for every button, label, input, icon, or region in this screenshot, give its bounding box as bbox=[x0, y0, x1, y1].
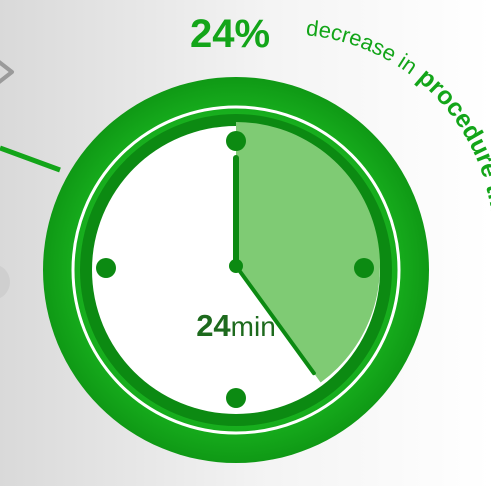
headline-percent: 24% bbox=[190, 12, 270, 56]
clock-minutes-unit: min bbox=[231, 311, 276, 342]
clock-hand-elapsed bbox=[234, 264, 316, 376]
clock-marker-9 bbox=[96, 258, 116, 278]
connector-line bbox=[0, 145, 61, 173]
clock-marker-6 bbox=[226, 388, 246, 408]
clock-center-pin bbox=[229, 259, 243, 273]
clock-marker-3 bbox=[354, 258, 374, 278]
clock-center-label: 24min bbox=[196, 308, 276, 343]
clock-inner-outline bbox=[71, 105, 401, 435]
clock-minutes-value: 24 bbox=[196, 308, 231, 343]
elapsed-time-wedge bbox=[236, 122, 381, 383]
clock-marker-12 bbox=[226, 131, 246, 151]
left-edge-dot bbox=[0, 265, 10, 299]
chevron-right-icon[interactable] bbox=[0, 58, 14, 86]
